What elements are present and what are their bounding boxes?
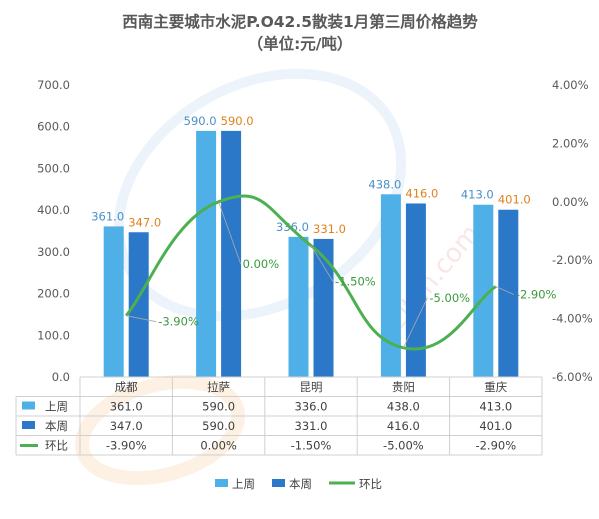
legend-key xyxy=(272,479,285,487)
y-axis-left: 0.0 100.0 200.0 300.0 400.0 500.0 600.0 700.0 xyxy=(37,78,70,384)
y-left-tick-label: 700.0 xyxy=(37,78,70,92)
bar-last-week xyxy=(196,130,217,377)
table-cell: 347.0 xyxy=(110,419,143,433)
table-row-name: 环比 xyxy=(45,439,68,453)
y-left-tick-label: 200.0 xyxy=(37,287,70,301)
bar-last-week xyxy=(380,194,401,377)
bar-data-label: 590.0 xyxy=(221,114,254,128)
table-cell: -2.90% xyxy=(475,439,516,453)
leader-line xyxy=(495,286,514,295)
bar-last-week xyxy=(103,226,124,377)
table-cell: -5.00% xyxy=(383,439,424,453)
x-tick-label: 昆明 xyxy=(300,380,323,394)
leader-line xyxy=(218,201,241,264)
y-right-tick-label: -2.00% xyxy=(552,253,593,267)
line-data-label: -5.00% xyxy=(429,291,470,305)
bar-this-week xyxy=(221,130,242,377)
y-axis-right: -6.00% -4.00% -2.00% 0.00% 2.00% 4.00% xyxy=(552,78,593,384)
line-data-label: -1.50% xyxy=(335,275,376,289)
bar-series: 361.0 590.0 336.0 438.0 413.0 347.0 590.0 331.0… xyxy=(91,114,531,377)
legend-label: 本周 xyxy=(289,477,312,491)
bar-last-week xyxy=(288,236,309,377)
legend-key xyxy=(215,479,228,487)
leader-line xyxy=(126,315,157,323)
table-cell: 413.0 xyxy=(479,400,512,414)
table-legend-key xyxy=(22,421,35,429)
bar-data-label: 347.0 xyxy=(128,215,161,229)
bar-data-label: 413.0 xyxy=(461,188,494,202)
table-cell: 361.0 xyxy=(110,400,143,414)
y-right-tick-label: 0.00% xyxy=(552,195,589,209)
table-cell: 590.0 xyxy=(202,400,235,414)
bar-last-week xyxy=(473,204,494,377)
bar-data-label: 590.0 xyxy=(184,114,217,128)
x-tick-label: 贵阳 xyxy=(392,380,415,394)
bar-data-label: 401.0 xyxy=(498,193,531,207)
y-left-tick-label: 500.0 xyxy=(37,161,70,175)
leader-line xyxy=(310,245,334,282)
y-left-tick-label: 0.0 xyxy=(52,370,70,384)
table-cell: 401.0 xyxy=(479,419,512,433)
line-data-label: -3.90% xyxy=(158,315,199,329)
table-cell: 438.0 xyxy=(387,400,420,414)
table-cell: -1.50% xyxy=(291,439,332,453)
bar-data-label: 331.0 xyxy=(313,222,346,236)
y-right-tick-label: 2.00% xyxy=(552,136,589,150)
table-cell: 590.0 xyxy=(202,419,235,433)
y-left-tick-label: 600.0 xyxy=(37,120,70,134)
table-cell: 416.0 xyxy=(387,419,420,433)
legend: 上周 本周 环比 xyxy=(215,477,382,491)
legend-label: 环比 xyxy=(359,477,382,491)
line-series: -3.90% 0.00% -1.50% -5.00% -2.90% xyxy=(125,194,557,351)
legend-label: 上周 xyxy=(232,477,255,491)
bar-this-week xyxy=(405,203,426,377)
bar-this-week xyxy=(128,232,149,377)
line-data-label: -2.90% xyxy=(516,287,557,301)
table-cell: 0.00% xyxy=(200,439,237,453)
chart-subtitle: （单位:元/吨） xyxy=(248,34,353,53)
table-cell: 331.0 xyxy=(295,419,328,433)
x-tick-label: 重庆 xyxy=(484,380,507,394)
y-right-tick-label: 4.00% xyxy=(552,78,589,92)
table-cell: 336.0 xyxy=(295,400,328,414)
bar-data-label: 438.0 xyxy=(368,177,401,191)
table-row-name: 上周 xyxy=(45,400,68,414)
table-cell: -3.90% xyxy=(106,439,147,453)
table-row-name: 本周 xyxy=(45,419,68,433)
bar-data-label: 361.0 xyxy=(91,209,124,223)
chart-title: 西南主要城市水泥P.O42.5散装1月第三周价格趋势 xyxy=(122,12,478,31)
bar-this-week xyxy=(498,209,519,377)
y-right-tick-label: -6.00% xyxy=(552,370,593,384)
bar-this-week xyxy=(313,238,334,377)
x-tick-label: 拉萨 xyxy=(207,380,230,394)
line-data-label: 0.00% xyxy=(243,257,280,271)
leader-line xyxy=(403,297,428,348)
y-left-tick-label: 300.0 xyxy=(37,245,70,259)
y-left-tick-label: 400.0 xyxy=(37,203,70,217)
y-right-tick-label: -4.00% xyxy=(552,312,593,326)
y-left-tick-label: 100.0 xyxy=(37,328,70,342)
table-legend-key xyxy=(22,401,35,410)
bar-data-label: 336.0 xyxy=(276,220,309,234)
x-tick-label: 成都 xyxy=(115,380,138,394)
bar-data-label: 416.0 xyxy=(405,186,438,200)
